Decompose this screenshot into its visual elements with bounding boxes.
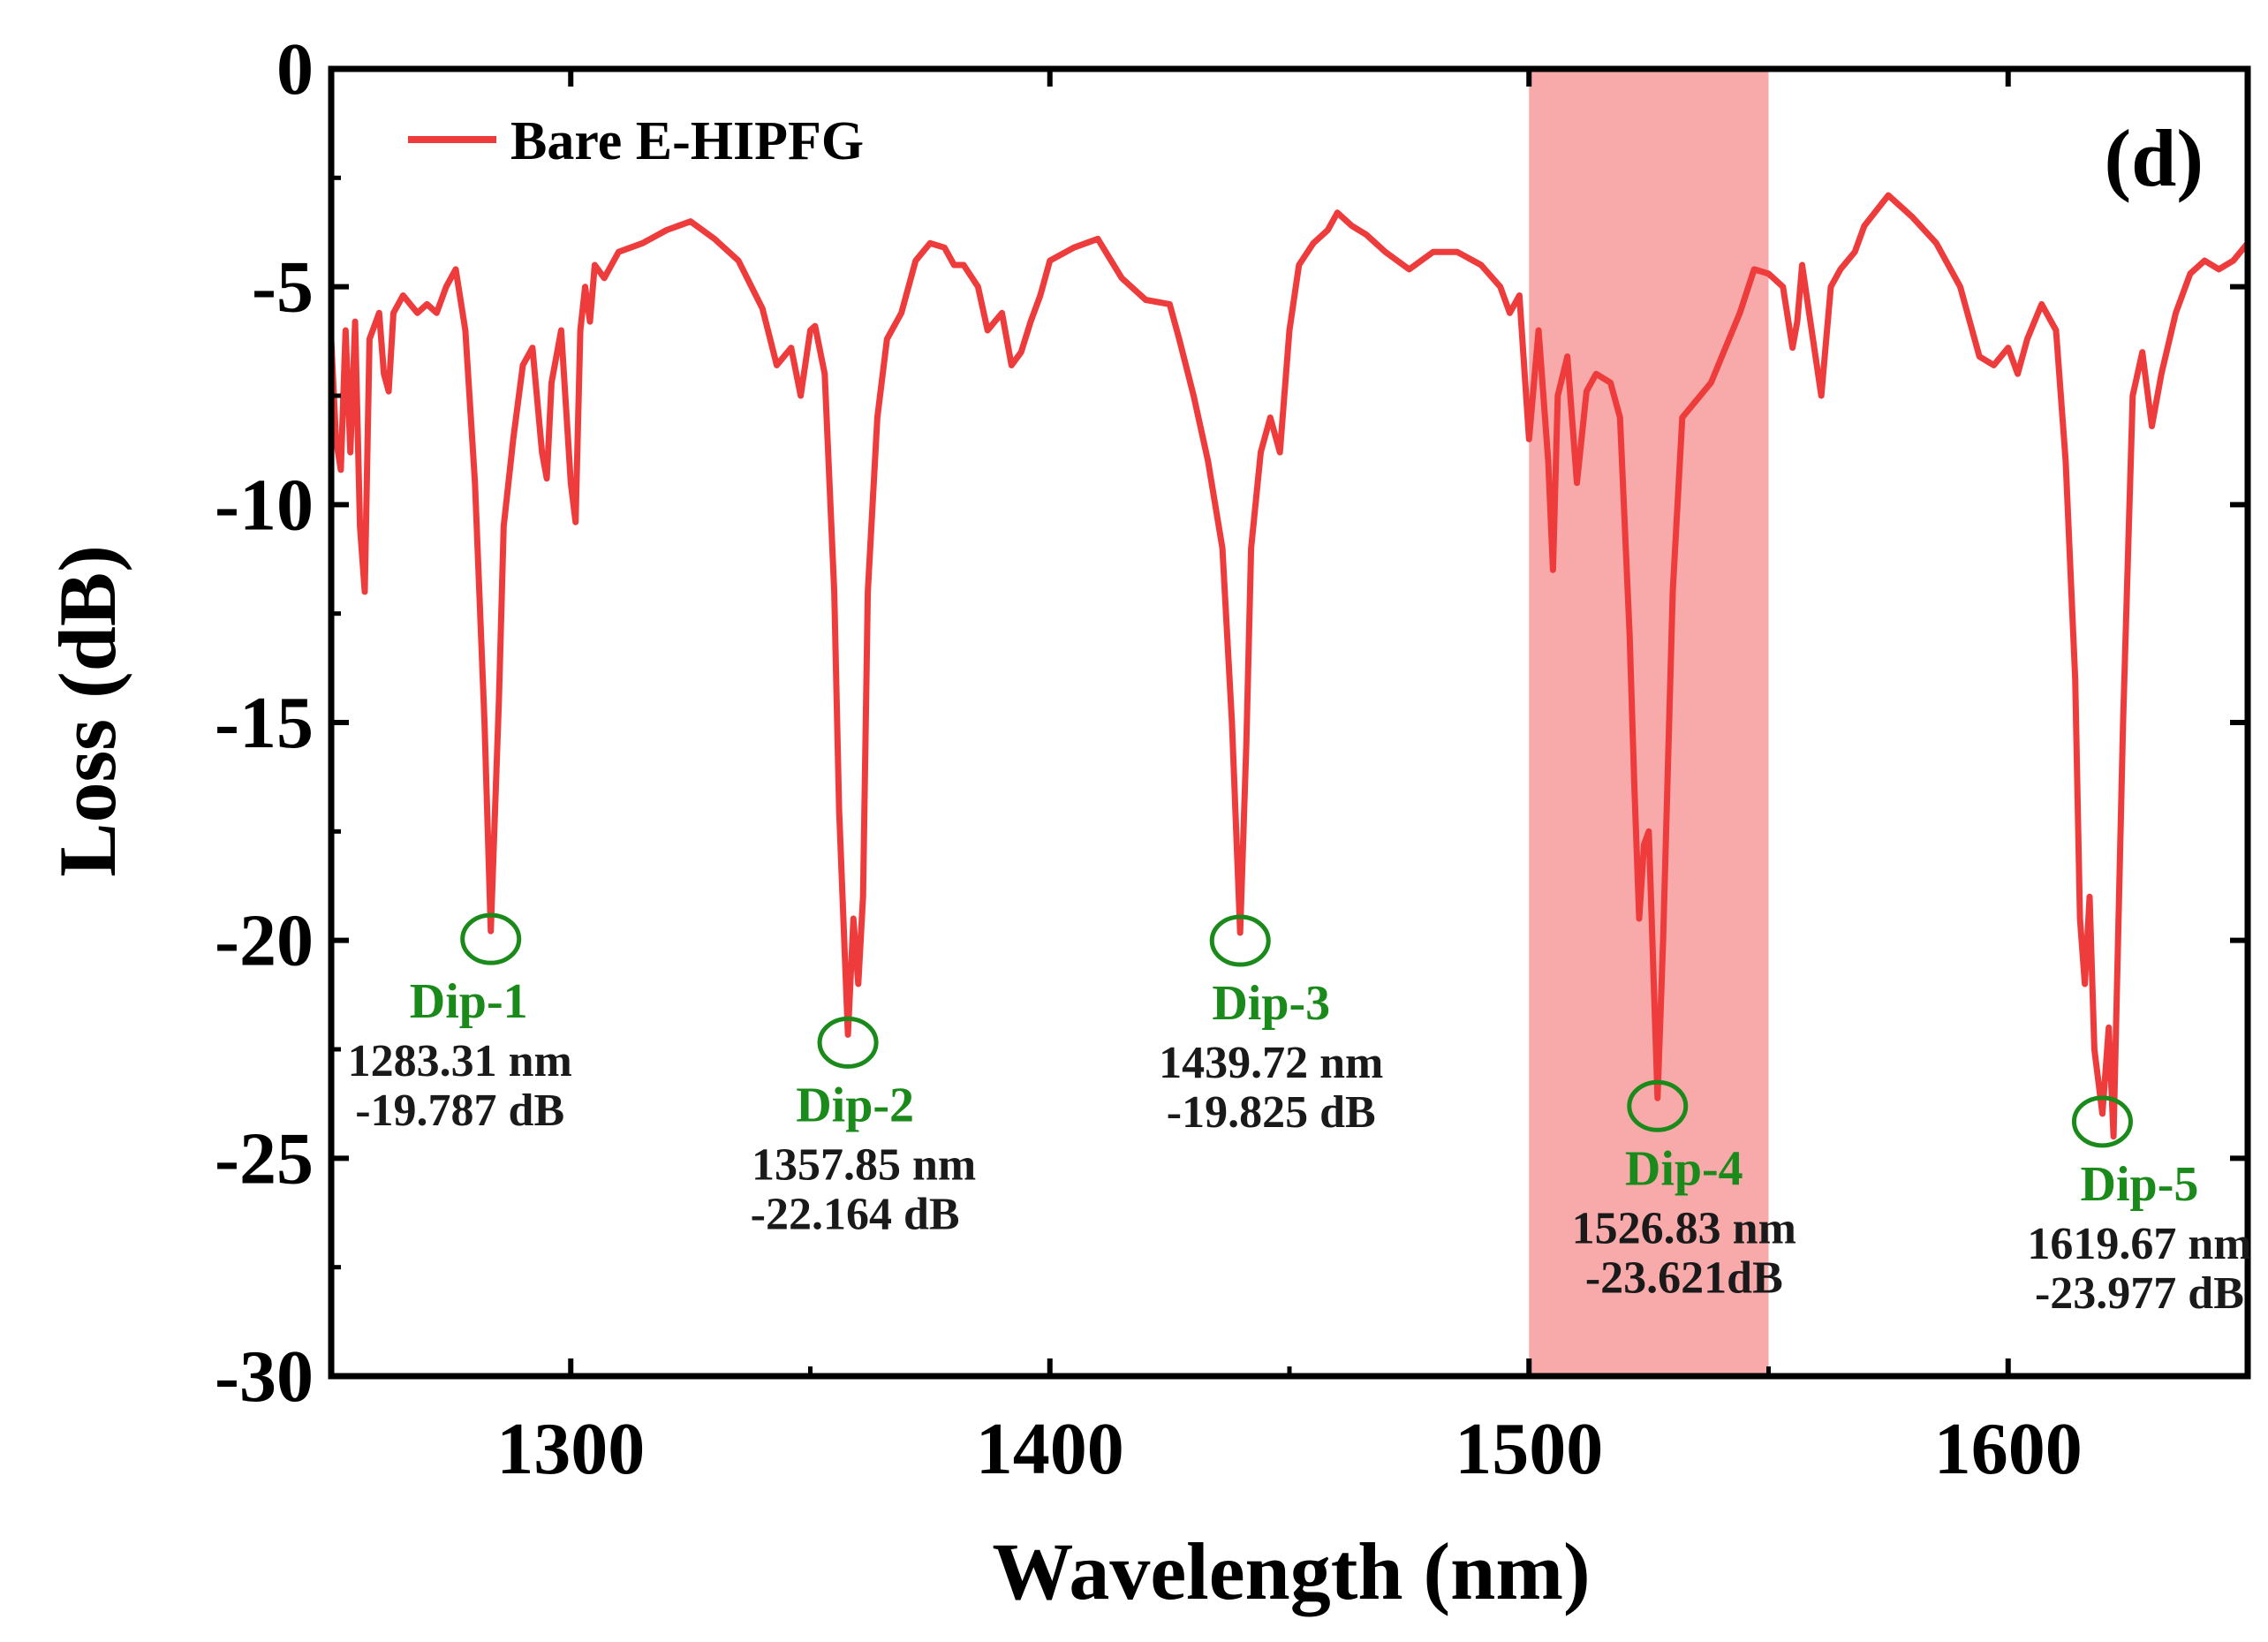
dip-wavelength: 1619.67 nm: [2027, 1219, 2251, 1269]
y-tick-label: 0: [276, 28, 314, 110]
dip-marker-circle: [1627, 1079, 1689, 1132]
y-axis-title: Loss (dB): [42, 545, 132, 877]
dip-marker-circle: [460, 912, 522, 965]
y-tick-label: -25: [215, 1117, 314, 1199]
dip-marker-circle: [2071, 1095, 2133, 1148]
legend-label: Bare E-HIPFG: [510, 111, 864, 171]
y-tick-label: -20: [215, 900, 314, 982]
dip-label: Dip-2: [796, 1078, 914, 1132]
dip-wavelength: 1439.72 nm: [1159, 1038, 1383, 1088]
axis-ticks: [329, 66, 2250, 1379]
x-tick-label: 1500: [1455, 1408, 1603, 1490]
dip-loss: -19.825 dB: [1167, 1087, 1376, 1138]
dip-loss: -19.787 dB: [355, 1086, 564, 1136]
dip-loss: -23.977 dB: [2035, 1268, 2244, 1319]
dip-wavelength: 1526.83 nm: [1572, 1203, 1796, 1253]
dip-marker-circle: [817, 1016, 879, 1069]
dip-label: Dip-4: [1625, 1141, 1743, 1196]
x-tick-label: 1300: [496, 1408, 645, 1490]
panel-label: (d): [2105, 113, 2204, 203]
x-axis-title: Wavelength (nm): [992, 1526, 1590, 1616]
series-line-bare-e-hipfg: [328, 192, 2251, 1140]
dip-marker-circle: [1209, 914, 1271, 967]
y-tick-label: -30: [215, 1336, 314, 1418]
dip-wavelength: 1283.31 nm: [348, 1036, 572, 1086]
dip-label: Dip-5: [2081, 1157, 2199, 1212]
axis-tick-labels: 1300 1400 1500 1600 0 -5 -10 -15 -20 -25 -30: [215, 28, 2083, 1490]
y-tick-label: -10: [215, 464, 314, 546]
dip-wavelength: 1357.85 nm: [752, 1139, 976, 1190]
y-tick-label: -5: [252, 246, 314, 329]
dip-loss: -23.621dB: [1585, 1252, 1783, 1303]
dip-label: Dip-3: [1212, 976, 1330, 1031]
x-tick-label: 1600: [1934, 1408, 2083, 1490]
y-tick-label: -15: [215, 682, 314, 764]
dip-loss: -22.164 dB: [751, 1189, 960, 1239]
dip-annotations: Dip-1 1283.31 nm-19.787 dB Dip-2 1357.85 nm…: [348, 912, 2252, 1319]
highlighted-band: [1529, 69, 1769, 1376]
dip-label: Dip-1: [410, 974, 528, 1029]
x-tick-label: 1400: [976, 1408, 1124, 1490]
